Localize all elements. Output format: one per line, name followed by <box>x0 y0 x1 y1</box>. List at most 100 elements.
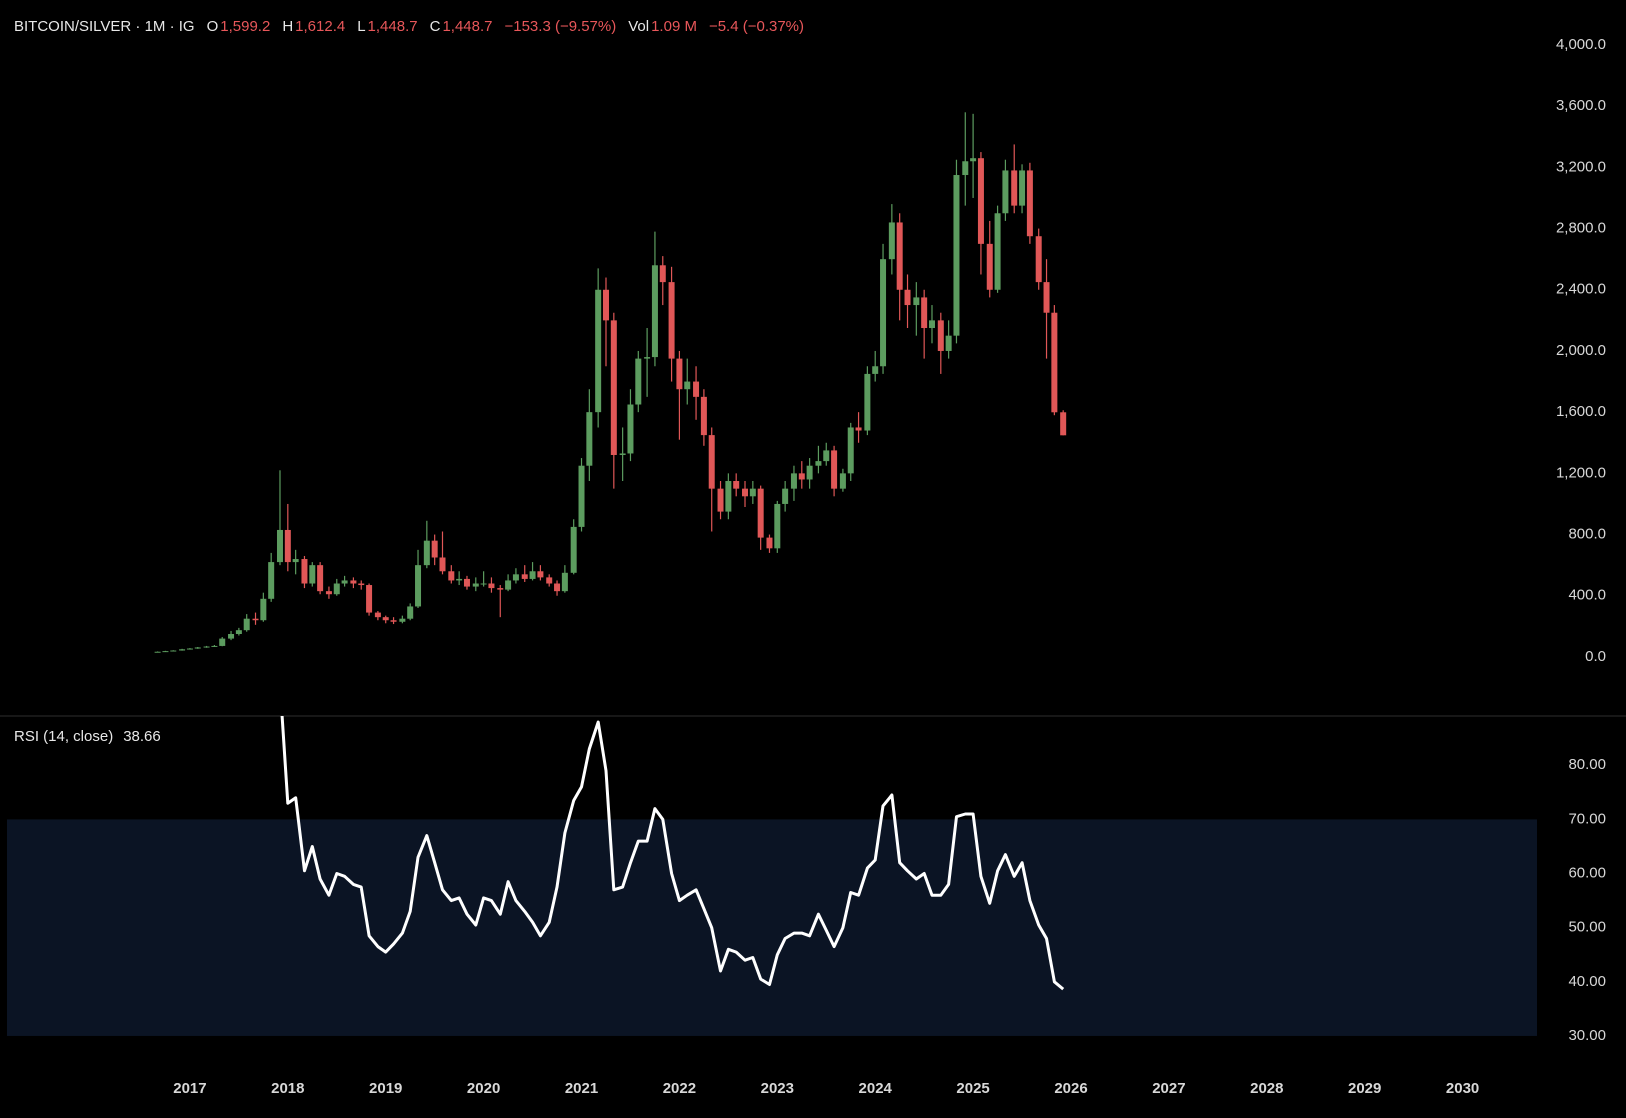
candle-body <box>260 598 267 621</box>
candle-body <box>742 488 749 497</box>
ohlc-label: H <box>282 18 294 35</box>
ohlc-value: 1,612.4 <box>295 18 346 35</box>
x-tick-label: 2028 <box>1250 1080 1283 1097</box>
y-tick-label: 4,000.0 <box>1556 36 1606 53</box>
candle-body <box>268 562 275 599</box>
candle-body <box>970 158 977 162</box>
candle-body <box>798 473 805 480</box>
x-tick-label: 2017 <box>173 1080 206 1097</box>
candle-body <box>962 161 969 176</box>
candle-body <box>782 488 789 504</box>
rsi-tick-label: 50.00 <box>1568 919 1606 936</box>
change: −153.3 (−9.57%) <box>504 18 617 35</box>
x-tick-label: 2019 <box>369 1080 402 1097</box>
y-tick-label: 400.0 <box>1568 587 1606 604</box>
rsi-header: RSI (14, close) 38.66 <box>14 728 161 745</box>
ohlc-value: 1,448.7 <box>442 18 493 35</box>
candle-body <box>602 289 609 321</box>
candle-body <box>1002 170 1009 214</box>
x-tick-label: 2026 <box>1054 1080 1087 1097</box>
candle-body <box>333 583 340 595</box>
candle-body <box>668 282 675 359</box>
candle-body <box>521 574 528 579</box>
candle-body <box>644 357 651 359</box>
candle-body <box>1035 236 1042 283</box>
candle-body <box>243 618 250 631</box>
x-tick-label: 2023 <box>761 1080 794 1097</box>
y-tick-label: 1,200.0 <box>1556 464 1606 481</box>
candle-body <box>815 461 822 466</box>
candle-body <box>586 412 593 466</box>
candle-body <box>1019 170 1026 206</box>
y-tick-label: 800.0 <box>1568 526 1606 543</box>
candle-body <box>341 580 348 584</box>
candle-body <box>708 435 715 489</box>
candle-body <box>537 571 544 578</box>
volume-label: Vol <box>628 18 650 35</box>
candle-body <box>162 651 169 653</box>
candle-body <box>953 175 960 336</box>
candle-body <box>928 320 935 329</box>
y-tick-label: 2,800.0 <box>1556 220 1606 237</box>
candle-body <box>423 540 430 566</box>
candle-body <box>480 583 487 585</box>
candle-body <box>733 481 740 489</box>
candle-body <box>610 320 617 455</box>
candle-body <box>578 465 585 527</box>
candle-body <box>309 565 316 584</box>
x-tick-label: 2024 <box>859 1080 893 1097</box>
candle-body <box>1060 412 1067 436</box>
candle-body <box>456 578 463 581</box>
candle-body <box>399 618 406 622</box>
y-tick-label: 2,000.0 <box>1556 342 1606 359</box>
candle-body <box>529 571 536 579</box>
candle-body <box>276 529 283 563</box>
candle-body <box>839 473 846 489</box>
candle-body <box>651 265 658 358</box>
candle-body <box>880 259 887 367</box>
candle-body <box>505 580 512 590</box>
price-layer <box>154 112 1067 653</box>
x-tick-label: 2022 <box>663 1080 696 1097</box>
candle-body <box>717 488 724 512</box>
y-tick-label: 0.0 <box>1585 648 1606 665</box>
candle-body <box>659 265 666 283</box>
ohlc-label: O <box>206 18 219 35</box>
candle-body <box>219 638 226 646</box>
candle-body <box>684 381 691 390</box>
candle-body <box>366 585 373 613</box>
candle-body <box>186 648 193 650</box>
candle-body <box>790 473 797 489</box>
candle-body <box>855 427 862 431</box>
candle-body <box>292 559 299 563</box>
candle-body <box>235 630 242 634</box>
candle-body <box>627 404 634 454</box>
candle-body <box>512 574 519 581</box>
candle-body <box>317 565 324 592</box>
candle-body <box>554 583 561 592</box>
candle-body <box>1026 170 1033 237</box>
candle-body <box>913 297 920 306</box>
x-tick-label: 2029 <box>1348 1080 1381 1097</box>
candle-body <box>595 289 602 413</box>
y-tick-label: 3,600.0 <box>1556 97 1606 114</box>
candle-body <box>390 620 397 622</box>
candle-body <box>921 297 928 329</box>
x-tick-label: 2027 <box>1152 1080 1185 1097</box>
candle-body <box>904 289 911 306</box>
candle-body <box>252 618 259 621</box>
candle-body <box>774 503 781 549</box>
candle-body <box>1011 170 1018 206</box>
candle-body <box>757 488 764 538</box>
candle-body <box>725 481 732 512</box>
ohlc-value: 1,448.7 <box>367 18 418 35</box>
candle-body <box>488 583 495 589</box>
candle-body <box>154 651 161 653</box>
candle-body <box>448 571 455 581</box>
candle-body <box>463 578 470 587</box>
rsi-layer <box>280 716 1065 991</box>
ohlc-value: 1,599.2 <box>220 18 271 35</box>
rsi-tick-label: 60.00 <box>1568 865 1606 882</box>
